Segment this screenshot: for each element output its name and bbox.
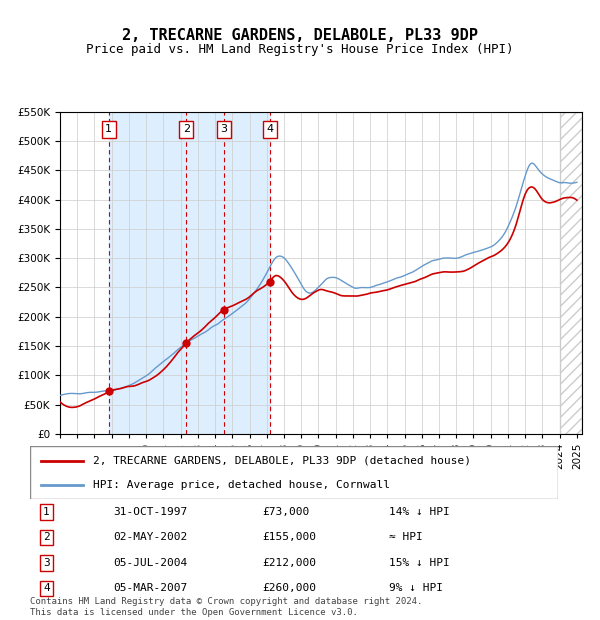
Text: 3: 3 — [220, 124, 227, 134]
Bar — [560, 112, 582, 434]
Text: 2, TRECARNE GARDENS, DELABOLE, PL33 9DP (detached house): 2, TRECARNE GARDENS, DELABOLE, PL33 9DP … — [94, 456, 472, 466]
Bar — [560, 112, 582, 434]
Text: 14% ↓ HPI: 14% ↓ HPI — [389, 507, 449, 517]
Text: 05-MAR-2007: 05-MAR-2007 — [113, 583, 187, 593]
Text: 2: 2 — [183, 124, 190, 134]
Text: 2: 2 — [43, 533, 50, 542]
FancyBboxPatch shape — [30, 446, 558, 499]
Text: 3: 3 — [43, 558, 50, 568]
Text: 9% ↓ HPI: 9% ↓ HPI — [389, 583, 443, 593]
Text: 15% ↓ HPI: 15% ↓ HPI — [389, 558, 449, 568]
Text: £212,000: £212,000 — [262, 558, 316, 568]
Text: 1: 1 — [43, 507, 50, 517]
Text: £155,000: £155,000 — [262, 533, 316, 542]
Text: 31-OCT-1997: 31-OCT-1997 — [113, 507, 187, 517]
Text: Price paid vs. HM Land Registry's House Price Index (HPI): Price paid vs. HM Land Registry's House … — [86, 43, 514, 56]
Text: ≈ HPI: ≈ HPI — [389, 533, 422, 542]
Text: £73,000: £73,000 — [262, 507, 309, 517]
Text: 02-MAY-2002: 02-MAY-2002 — [113, 533, 187, 542]
Text: 1: 1 — [105, 124, 112, 134]
Text: 4: 4 — [266, 124, 274, 134]
Text: Contains HM Land Registry data © Crown copyright and database right 2024.
This d: Contains HM Land Registry data © Crown c… — [30, 598, 422, 617]
Text: 4: 4 — [43, 583, 50, 593]
Text: 2, TRECARNE GARDENS, DELABOLE, PL33 9DP: 2, TRECARNE GARDENS, DELABOLE, PL33 9DP — [122, 28, 478, 43]
Bar — [109, 112, 270, 434]
Text: HPI: Average price, detached house, Cornwall: HPI: Average price, detached house, Corn… — [94, 480, 391, 490]
Text: £260,000: £260,000 — [262, 583, 316, 593]
Text: 05-JUL-2004: 05-JUL-2004 — [113, 558, 187, 568]
